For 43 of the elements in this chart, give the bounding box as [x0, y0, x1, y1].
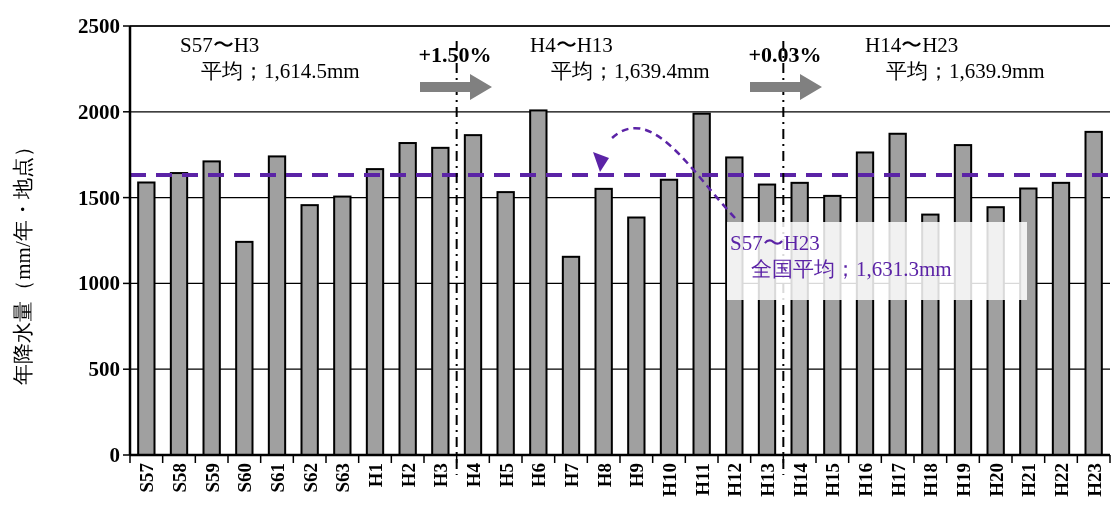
x-tick-label: S63: [332, 463, 354, 493]
x-tick-label: H4: [463, 462, 484, 488]
x-tick-label: H14: [789, 462, 811, 497]
x-tick-label: H13: [757, 463, 778, 497]
x-tick-label: H9: [626, 463, 648, 488]
x-tick-label: S59: [201, 463, 223, 493]
x-tick-label: H21: [1018, 463, 1040, 497]
y-tick-label: 500: [88, 357, 120, 382]
x-tick-label: S61: [267, 463, 288, 493]
x-tick-label: H22: [1051, 463, 1072, 497]
y-tick-label: 1500: [78, 185, 120, 210]
x-tick-label: S57: [136, 462, 158, 493]
x-tick-label: H17: [887, 462, 909, 497]
x-tick-label: H23: [1083, 463, 1105, 497]
x-tick-label: H6: [528, 463, 550, 488]
y-tick-label: 2000: [78, 99, 120, 124]
x-tick-label: H1: [365, 463, 386, 488]
x-tick-label: H10: [659, 463, 680, 497]
x-tick-label: H15: [822, 463, 844, 497]
x-tick-label: H20: [985, 463, 1007, 497]
annotation: +1.50%: [418, 42, 492, 67]
x-tick-label: H12: [724, 463, 746, 497]
x-tick-label: H11: [691, 463, 713, 496]
y-tick-label: 2500: [78, 14, 120, 38]
annotation: +0.03%: [748, 42, 822, 67]
annotation: H4〜H13 平均；1,639.4mm: [530, 33, 710, 84]
y-axis-title: 年降水量（mm/年・地点）: [11, 136, 35, 385]
x-tick-label: H5: [495, 463, 517, 488]
x-tick-label: H8: [593, 463, 615, 488]
annotation: S57〜H3 平均；1,614.5mm: [180, 33, 360, 84]
x-tick-label: S60: [234, 463, 256, 493]
x-tick-label: H3: [430, 463, 452, 488]
x-tick-label: H18: [920, 463, 942, 497]
x-tick-label: H2: [397, 463, 419, 488]
x-tick-label: H7: [561, 462, 582, 488]
y-tick-label: 1000: [78, 271, 120, 296]
x-tick-label: S62: [299, 463, 321, 493]
x-tick-label: H16: [855, 463, 876, 497]
ref-line-label: S57〜H23 全国平均；1,631.3mm: [730, 231, 952, 282]
y-tick-label: 0: [109, 443, 120, 467]
x-tick-label: H19: [953, 463, 974, 497]
annotation: H14〜H23 平均；1,639.9mm: [865, 33, 1045, 84]
x-tick-label: S58: [169, 463, 190, 493]
